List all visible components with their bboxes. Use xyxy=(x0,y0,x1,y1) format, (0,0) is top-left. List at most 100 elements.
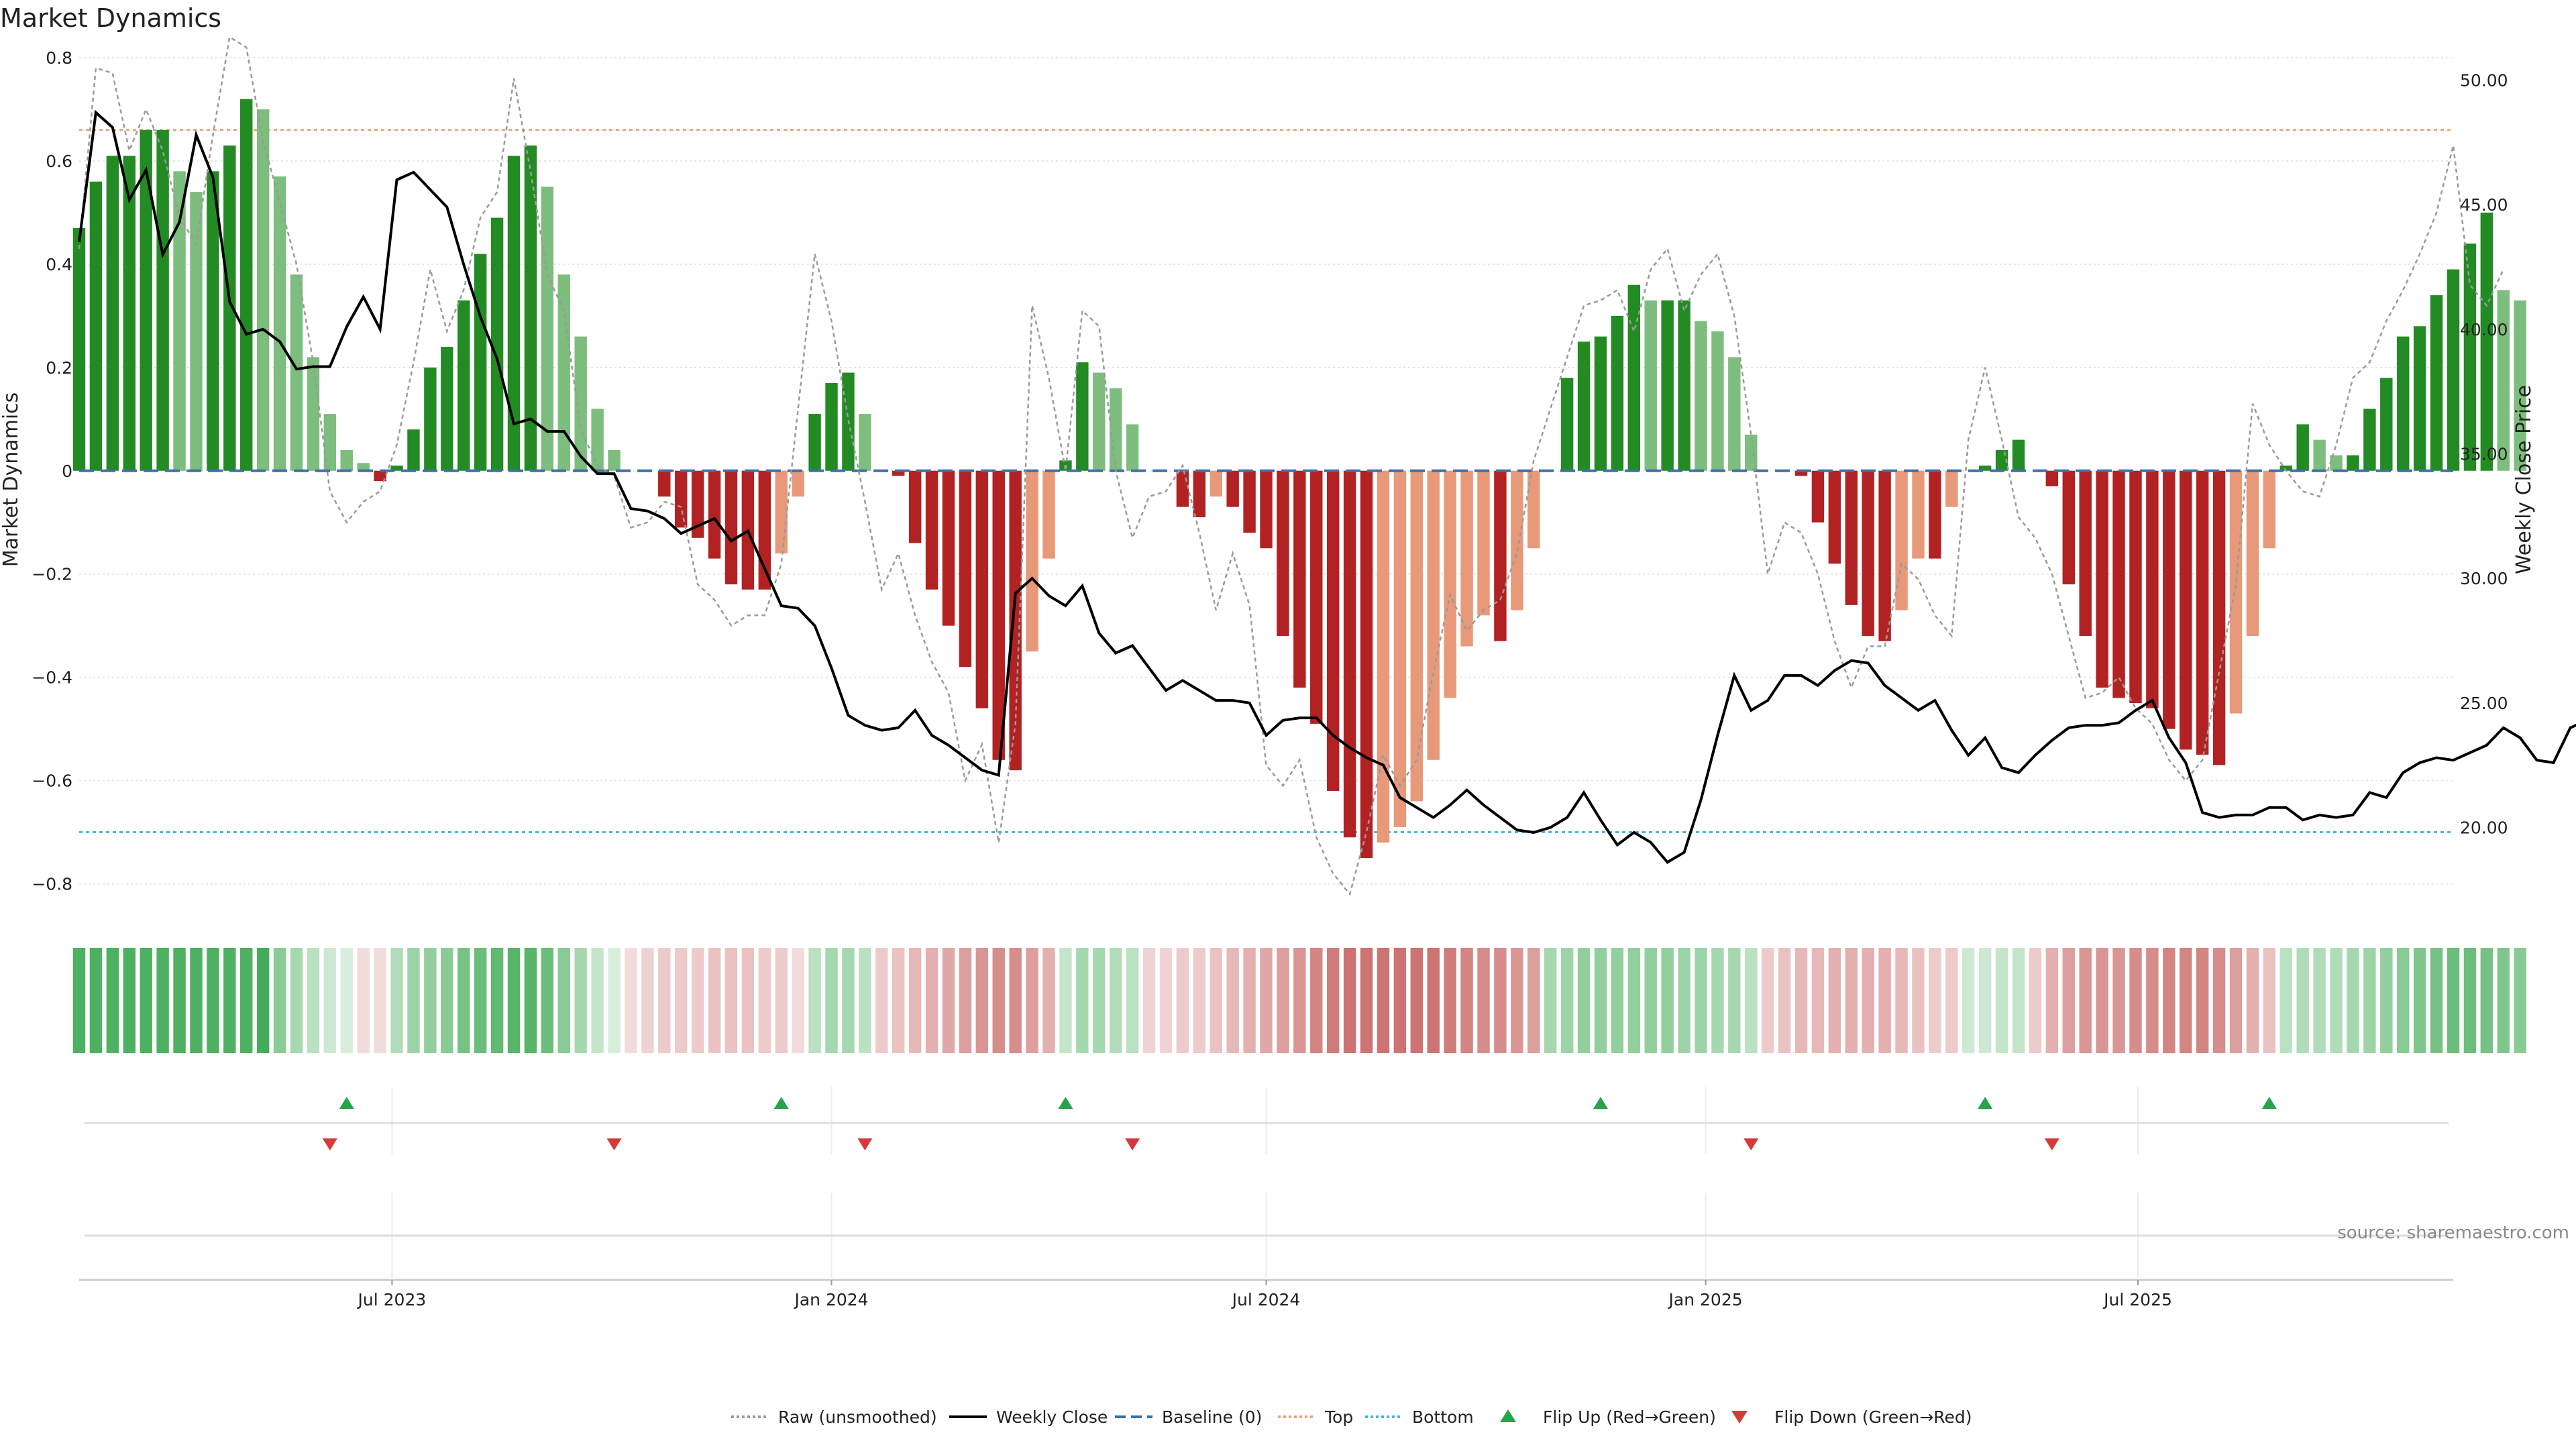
bar xyxy=(2112,470,2125,698)
bar xyxy=(190,192,203,471)
strip-cell xyxy=(2163,948,2176,1053)
left-axis-ticks: 0.8 0.6 0.4 0.2 0 −0.2 −0.4 −0.6 −0.8 xyxy=(32,48,72,894)
legend-item: Flip Up (Red→Green) xyxy=(1500,1407,1716,1427)
strip-cell xyxy=(474,948,487,1053)
strip-cell xyxy=(2347,948,2359,1053)
strip-cell xyxy=(825,948,838,1053)
bar xyxy=(2229,470,2243,714)
strip-cell xyxy=(1678,948,1690,1053)
strip-cell xyxy=(2196,948,2209,1053)
bar xyxy=(490,217,504,471)
chart-title: Market Dynamics xyxy=(0,3,221,33)
strip-cell xyxy=(1393,948,1407,1053)
bar xyxy=(1126,424,1139,471)
flip-up-marker xyxy=(773,1097,789,1109)
strip-cell xyxy=(1210,948,1222,1053)
strip-cell xyxy=(2447,948,2460,1053)
bar xyxy=(340,449,353,471)
strip-cell xyxy=(1912,948,1925,1053)
strip-cell xyxy=(1243,948,1256,1053)
bar xyxy=(207,171,219,471)
bar xyxy=(608,449,621,471)
bar xyxy=(708,470,721,559)
strip-cell xyxy=(1962,948,1975,1053)
left-tick-label: 0.2 xyxy=(46,358,72,378)
bar xyxy=(374,470,386,482)
right-tick-label: 25.00 xyxy=(2460,694,2508,713)
bar xyxy=(123,156,136,471)
strip-cell xyxy=(658,948,671,1053)
flip-up-marker xyxy=(1593,1097,1608,1109)
strip-cell xyxy=(1711,948,1724,1053)
bar xyxy=(2430,295,2443,471)
bar xyxy=(2096,470,2108,688)
strip-cell xyxy=(2480,948,2493,1053)
strip-cell xyxy=(892,948,905,1053)
legend-item: Weekly Close xyxy=(949,1407,1108,1427)
legend-item: Flip Down (Green→Red) xyxy=(1731,1407,1972,1427)
bar xyxy=(1042,470,1055,559)
strip-cell xyxy=(223,948,236,1053)
strip-cell xyxy=(1343,948,1356,1053)
bar-series xyxy=(72,99,2526,859)
strip-cell xyxy=(557,948,570,1053)
bar xyxy=(1978,466,1992,471)
bar xyxy=(691,470,704,538)
bar xyxy=(1343,470,1356,838)
bar xyxy=(1176,470,1189,507)
x-tick-label: Jul 2024 xyxy=(1231,1290,1301,1309)
bar xyxy=(1644,300,1657,471)
strip-cell xyxy=(72,948,86,1053)
x-tick-label: Jul 2025 xyxy=(2102,1290,2172,1309)
bar xyxy=(1611,315,1624,471)
strip-cell xyxy=(675,948,688,1053)
flip-up-marker xyxy=(1978,1097,1993,1109)
strip-cell xyxy=(390,948,403,1053)
bar xyxy=(1360,470,1373,859)
legend-label: Flip Down (Green→Red) xyxy=(1774,1407,1972,1427)
bar xyxy=(2347,455,2359,471)
bar xyxy=(1093,372,1106,471)
strip-cell xyxy=(1142,948,1156,1053)
bar xyxy=(2146,470,2159,708)
strip-cell xyxy=(1026,948,1038,1053)
bar xyxy=(1878,470,1891,641)
strip-cell xyxy=(1310,948,1323,1053)
strip-cell xyxy=(875,948,888,1053)
bar xyxy=(1511,470,1523,610)
bar xyxy=(1243,470,1256,533)
strip-cell xyxy=(1695,948,1707,1053)
strip-cell xyxy=(1544,948,1557,1053)
strip-cell xyxy=(1945,948,1958,1053)
legend-item: Top xyxy=(1278,1407,1353,1427)
strip-cell xyxy=(1811,948,1825,1053)
bar xyxy=(775,470,788,553)
strip-cell xyxy=(156,948,169,1053)
bar xyxy=(925,470,938,590)
strip-cell xyxy=(2514,948,2526,1053)
right-tick-label: 30.00 xyxy=(2460,569,2508,588)
strip-cell xyxy=(1093,948,1106,1053)
bar xyxy=(975,470,989,708)
strip-cell xyxy=(959,948,972,1053)
bar xyxy=(2062,470,2075,585)
bar xyxy=(1226,470,1239,507)
strip-cell xyxy=(574,948,587,1053)
left-tick-label: 0 xyxy=(62,462,72,481)
bar xyxy=(1560,378,1574,471)
strip-cell xyxy=(1761,948,1774,1053)
flip-markers-panel xyxy=(85,1087,2449,1278)
bar xyxy=(2163,470,2176,729)
right-axis-label: Weekly Close Price xyxy=(2512,385,2536,574)
strip-cell xyxy=(307,948,320,1053)
strip-cell xyxy=(2330,948,2343,1053)
strip-cell xyxy=(2146,948,2159,1053)
strip-cell xyxy=(1929,948,1941,1053)
flip-down-marker xyxy=(606,1138,622,1150)
strip-cell xyxy=(140,948,152,1053)
source-note: source: sharemaestro.com xyxy=(2337,1223,2569,1243)
bar xyxy=(323,414,337,471)
legend-label: Top xyxy=(1324,1407,1353,1427)
bar xyxy=(658,470,671,497)
strip-cell xyxy=(1895,948,1908,1053)
